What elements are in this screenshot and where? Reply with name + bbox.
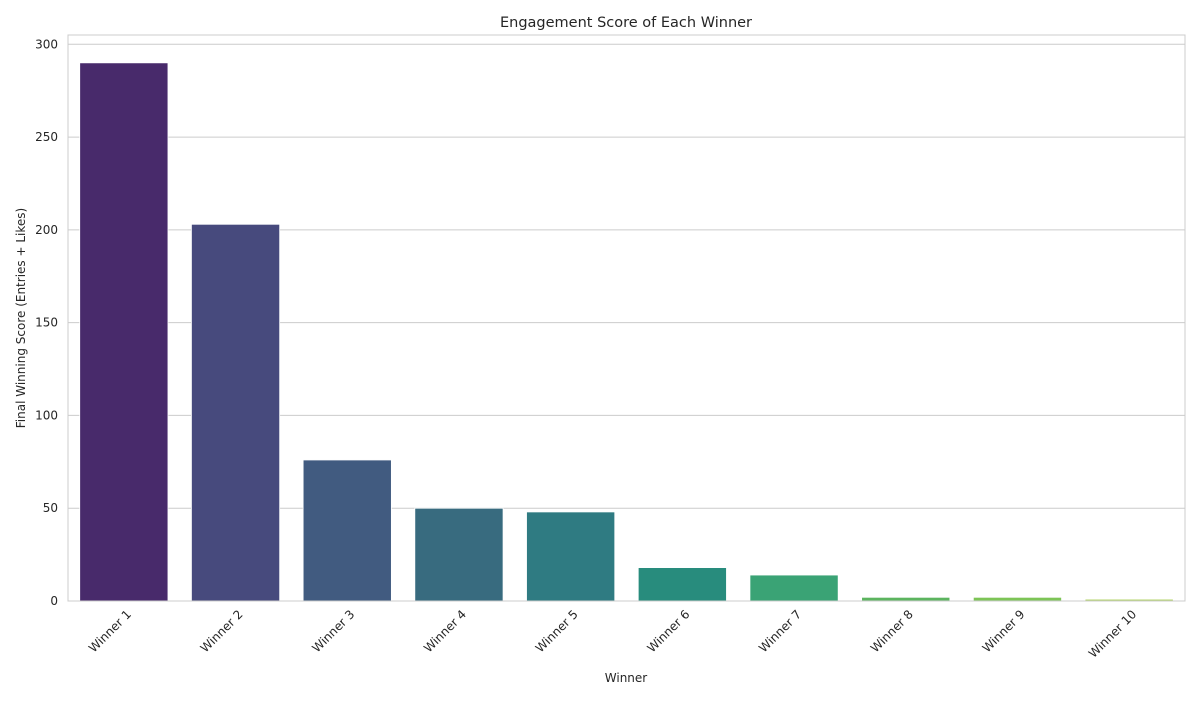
x-tick-label: Winner 1 [86,607,134,655]
x-tick-labels: Winner 1 Winner 2 Winner 3 Winner 4 Winner 5… [86,607,1139,660]
bar [526,511,616,602]
y-tick-label: 300 [35,37,58,51]
bar [637,567,727,602]
bar [749,574,839,602]
x-tick-label: Winner 3 [309,607,357,655]
y-tick-label: 100 [35,408,58,422]
x-tick-label: Winner 10 [1086,607,1139,660]
x-tick-label: Winner 5 [533,607,581,655]
bars [79,62,1174,602]
x-tick-label: Winner 8 [868,607,916,655]
y-tick-label: 250 [35,130,58,144]
y-tick-label: 200 [35,223,58,237]
x-axis-title: Winner [605,671,648,685]
bar [972,596,1062,602]
bar [79,62,169,602]
y-tick-label: 150 [35,316,58,330]
x-tick-label: Winner 9 [980,607,1028,655]
x-tick-label: Winner 4 [421,607,469,655]
bar [191,223,281,602]
x-tick-label: Winner 7 [756,607,804,655]
bar [861,596,951,602]
y-tick-labels: 0 50 100 150 200 250 300 [35,37,58,608]
axes-frame-border [67,34,1186,602]
y-tick-label: 50 [43,501,58,515]
bar [414,507,504,602]
x-tick-label: Winner 6 [644,607,692,655]
x-tick-label: Winner 2 [198,607,246,655]
axes-frame [67,34,1186,602]
y-tick-label: 0 [50,594,58,608]
bar [302,459,392,602]
chart-title: Engagement Score of Each Winner [500,15,752,31]
y-axis-title: Final Winning Score (Entries + Likes) [14,208,28,428]
